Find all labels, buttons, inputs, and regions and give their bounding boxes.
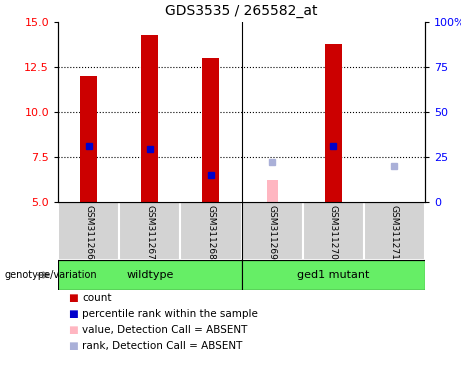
Text: value, Detection Call = ABSENT: value, Detection Call = ABSENT [82, 325, 248, 335]
Text: wildtype: wildtype [126, 270, 173, 280]
Bar [119, 202, 180, 260]
Title: GDS3535 / 265582_at: GDS3535 / 265582_at [165, 4, 318, 18]
Bar [80, 76, 97, 202]
Bar [180, 202, 242, 260]
Text: GSM311269: GSM311269 [267, 205, 277, 260]
Text: GSM311268: GSM311268 [207, 205, 215, 260]
Text: ■: ■ [68, 309, 78, 319]
Bar [58, 202, 119, 260]
Text: genotype/variation: genotype/variation [5, 270, 97, 280]
Bar [364, 202, 425, 260]
Bar [242, 202, 303, 260]
Text: rank, Detection Call = ABSENT: rank, Detection Call = ABSENT [82, 341, 242, 351]
Text: GSM311271: GSM311271 [390, 205, 399, 260]
Text: ■: ■ [68, 341, 78, 351]
Bar [325, 44, 342, 202]
Text: count: count [82, 293, 112, 303]
Text: percentile rank within the sample: percentile rank within the sample [82, 309, 258, 319]
Bar [303, 202, 364, 260]
Bar [202, 58, 219, 202]
Text: ■: ■ [68, 293, 78, 303]
Bar [266, 180, 278, 202]
Text: ged1 mutant: ged1 mutant [297, 270, 369, 280]
Bar [141, 35, 158, 202]
Text: GSM311270: GSM311270 [329, 205, 338, 260]
Text: GSM311266: GSM311266 [84, 205, 93, 260]
Bar [58, 260, 242, 290]
Text: ■: ■ [68, 325, 78, 335]
Bar [242, 260, 425, 290]
Text: GSM311267: GSM311267 [145, 205, 154, 260]
